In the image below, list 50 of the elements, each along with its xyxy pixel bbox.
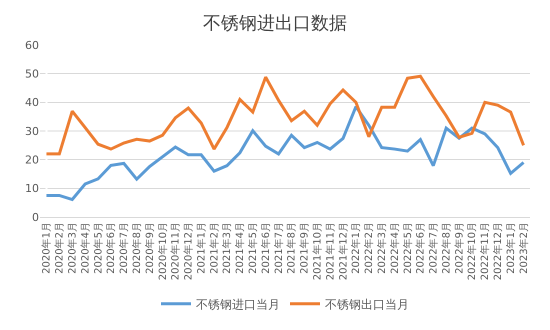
y-tick-label: 10 [25,182,39,196]
x-tick-label: 2022年5月 [402,222,414,274]
x-tick-label: 2020年10月 [156,222,169,280]
x-tick-label: 2021年8月 [286,222,298,274]
x-tick-label: 2021年3月 [221,222,234,274]
x-tick-label: 2022年11月 [479,222,492,280]
x-tick-label: 2020年3月 [66,222,78,274]
x-tick-label: 2021年5月 [247,222,260,274]
x-tick-label: 2022年12月 [492,222,504,280]
x-tick-label: 2022年9月 [453,222,466,274]
x-tick-label: 2021年7月 [272,222,285,274]
x-tick-label: 2022年1月 [350,222,362,274]
x-tick-label: 2022年7月 [428,222,440,274]
y-tick-label: 30 [25,124,39,138]
x-tick-label: 2021年10月 [311,222,324,280]
x-tick-label: 2020年4月 [79,222,92,274]
x-tick-label: 2020年9月 [144,222,156,274]
line-series [44,105,526,202]
x-tick-label: 2020年11月 [170,222,182,280]
x-tick-label: 2020年7月 [118,222,130,274]
x-tick-label: 2022年6月 [414,222,427,274]
x-tick-label: 2021年1月 [195,222,208,274]
x-tick-label: 2020年8月 [130,222,143,274]
x-tick-label: 2023年2月 [518,222,530,274]
x-tick-label: 2023年1月 [504,222,517,274]
x-tick-label: 2022年8月 [440,222,452,274]
x-tick-label: 2021年6月 [260,222,272,274]
legend-label: 不锈钢出口当月 [325,297,409,312]
x-tick-label: 2020年12月 [182,222,195,280]
y-tick-label: 0 [32,210,39,224]
x-tick-label: 2022年10月 [466,222,478,280]
x-tick-label: 2022年2月 [363,222,376,274]
x-tick-label: 2020年1月 [40,222,53,274]
chart-title: 不锈钢进出口数据 [203,13,347,34]
y-tick-label: 60 [25,38,39,52]
x-tick-label: 2021年2月 [208,222,220,274]
y-tick-label: 20 [25,154,39,167]
x-tick-label: 2020年6月 [105,222,118,274]
x-tick-label: 2021年4月 [234,222,246,274]
x-tick-label: 2021年12月 [337,222,350,280]
y-tick-label: 40 [25,96,39,110]
x-tick-label: 2021年9月 [298,222,311,274]
x-tick-label: 2020年5月 [92,222,104,274]
x-tick-label: 2022年3月 [376,222,388,274]
x-tick-label: 2020年2月 [54,222,66,274]
line-series [44,74,526,156]
x-tick-label: 2022年4月 [388,222,401,274]
legend-label: 不锈钢进口当月 [196,297,280,312]
x-tick-label: 2021年11月 [324,222,336,280]
y-tick-label: 50 [25,68,39,81]
